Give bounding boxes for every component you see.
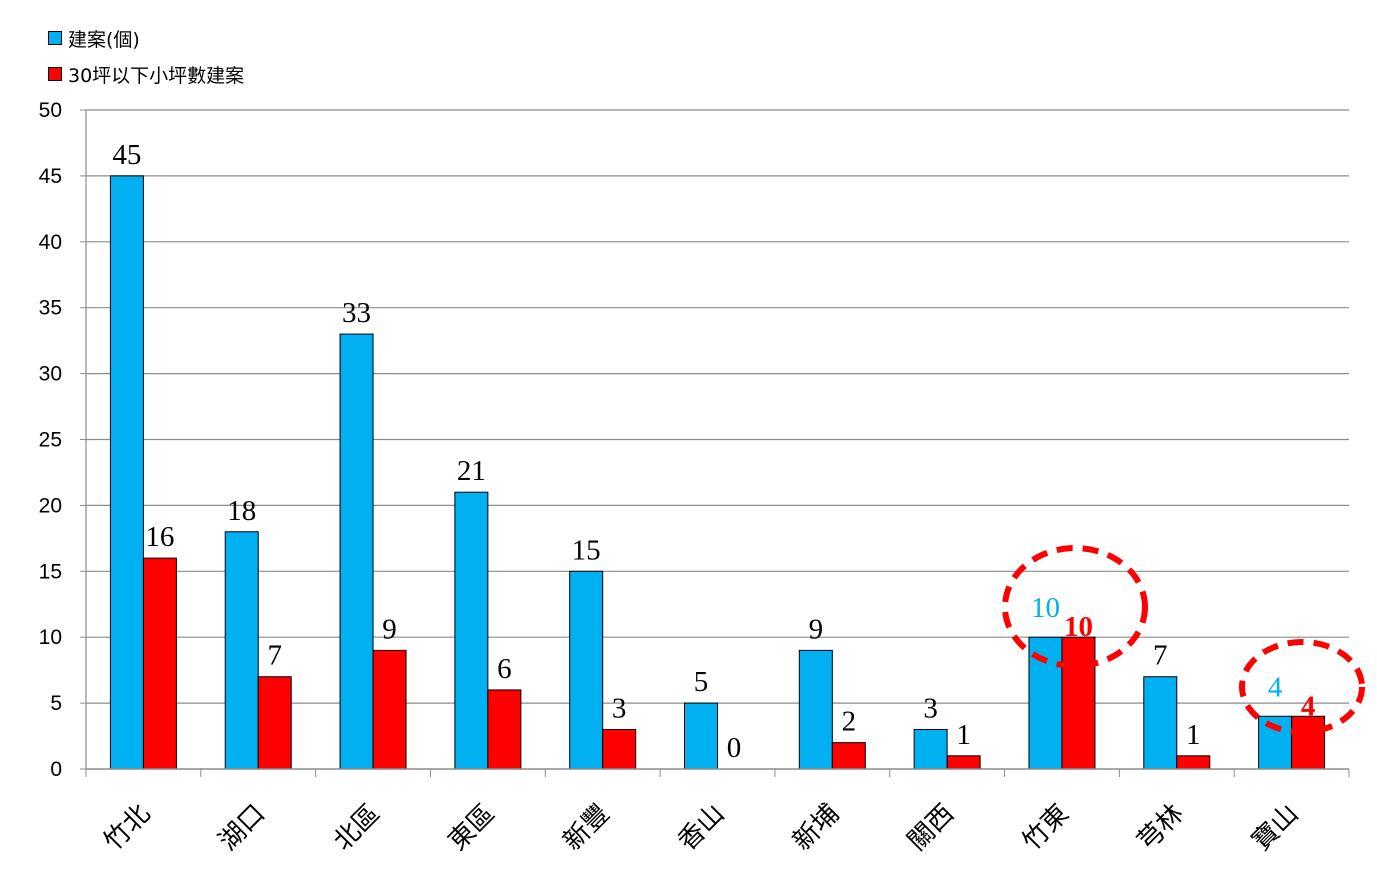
y-tick-label: 35 <box>39 297 62 320</box>
value-label: 10 <box>1031 592 1060 624</box>
bar <box>831 742 866 770</box>
x-tick-label: 芎林 <box>1132 799 1190 857</box>
x-tick-label: 寶山 <box>1247 799 1305 857</box>
value-label: 9 <box>809 613 824 645</box>
value-label: 16 <box>145 521 174 553</box>
value-label: 10 <box>1064 611 1093 643</box>
x-tick-label: 新埔 <box>787 799 845 857</box>
x-tick-label: 竹東 <box>1017 799 1075 857</box>
y-tick-label: 15 <box>39 560 62 583</box>
annotations <box>1002 545 1365 735</box>
value-label: 21 <box>457 455 486 487</box>
value-label: 1 <box>956 719 971 751</box>
value-label: 33 <box>342 297 371 329</box>
bar <box>1061 636 1096 770</box>
y-tick-label: 45 <box>39 165 62 188</box>
value-label: 0 <box>727 732 742 764</box>
legend-swatch-blue <box>48 31 62 45</box>
y-tick-label: 5 <box>50 692 62 715</box>
value-label: 4 <box>1301 690 1316 722</box>
highlight-circle <box>1002 545 1148 669</box>
value-label: 3 <box>612 692 627 724</box>
bar <box>602 728 637 770</box>
x-tick-label: 關西 <box>902 799 960 857</box>
bar <box>224 531 259 770</box>
x-tick-label: 湖口 <box>213 799 271 857</box>
bars <box>109 175 1326 770</box>
bar <box>257 676 292 770</box>
y-tick-label: 40 <box>39 231 62 254</box>
value-label: 18 <box>227 495 256 527</box>
bar <box>487 689 522 770</box>
bar <box>798 649 833 770</box>
bar <box>569 570 604 770</box>
bar <box>339 333 374 770</box>
value-label: 5 <box>694 666 709 698</box>
y-tick-label: 25 <box>39 429 62 452</box>
bar <box>1143 676 1178 770</box>
y-tick-label: 20 <box>39 494 62 517</box>
x-tick-label: 香山 <box>672 799 730 857</box>
value-label: 45 <box>112 139 141 171</box>
legend-item-small-projects: 30坪以下小坪數建案 <box>48 56 244 92</box>
value-label: 9 <box>382 613 397 645</box>
x-axis: 竹北 湖口 北區 東區 新豐 香山 新埔 關西 竹東 芎林 寶山 <box>85 768 1350 857</box>
bar <box>684 702 718 770</box>
bar <box>454 491 489 770</box>
value-label: 7 <box>1153 640 1168 672</box>
y-tick-label: 30 <box>39 363 62 386</box>
y-tick-label: 10 <box>39 626 62 649</box>
x-tick-label: 北區 <box>328 799 386 857</box>
chart-legend: 建案(個) 30坪以下小坪數建案 <box>48 20 244 92</box>
x-tick-label: 新豐 <box>558 799 616 857</box>
value-label: 6 <box>497 653 512 685</box>
x-tick-label: 東區 <box>443 799 501 857</box>
value-label: 1 <box>1186 719 1201 751</box>
bar <box>372 649 407 770</box>
bar <box>142 557 177 770</box>
value-label: 3 <box>923 692 938 724</box>
legend-label: 建案(個) <box>68 28 140 51</box>
legend-label: 30坪以下小坪數建案 <box>68 64 245 87</box>
y-tick-label: 50 <box>39 99 62 122</box>
value-label: 7 <box>267 640 282 672</box>
y-tick-label: 0 <box>50 758 62 781</box>
bar <box>1176 755 1211 770</box>
bar <box>1291 715 1326 770</box>
bar <box>913 728 948 770</box>
bar <box>946 755 981 770</box>
highlight-circle <box>1239 639 1365 735</box>
x-tick-label: 竹北 <box>98 799 156 857</box>
value-label: 4 <box>1268 671 1283 703</box>
y-axis: 0 5 10 15 20 25 30 35 40 45 50 <box>39 99 87 781</box>
bar <box>109 175 144 770</box>
value-label: 15 <box>572 534 601 566</box>
value-label: 2 <box>842 706 857 738</box>
legend-swatch-red <box>48 67 62 81</box>
gridlines <box>86 109 1349 704</box>
legend-item-projects: 建案(個) <box>48 20 244 56</box>
